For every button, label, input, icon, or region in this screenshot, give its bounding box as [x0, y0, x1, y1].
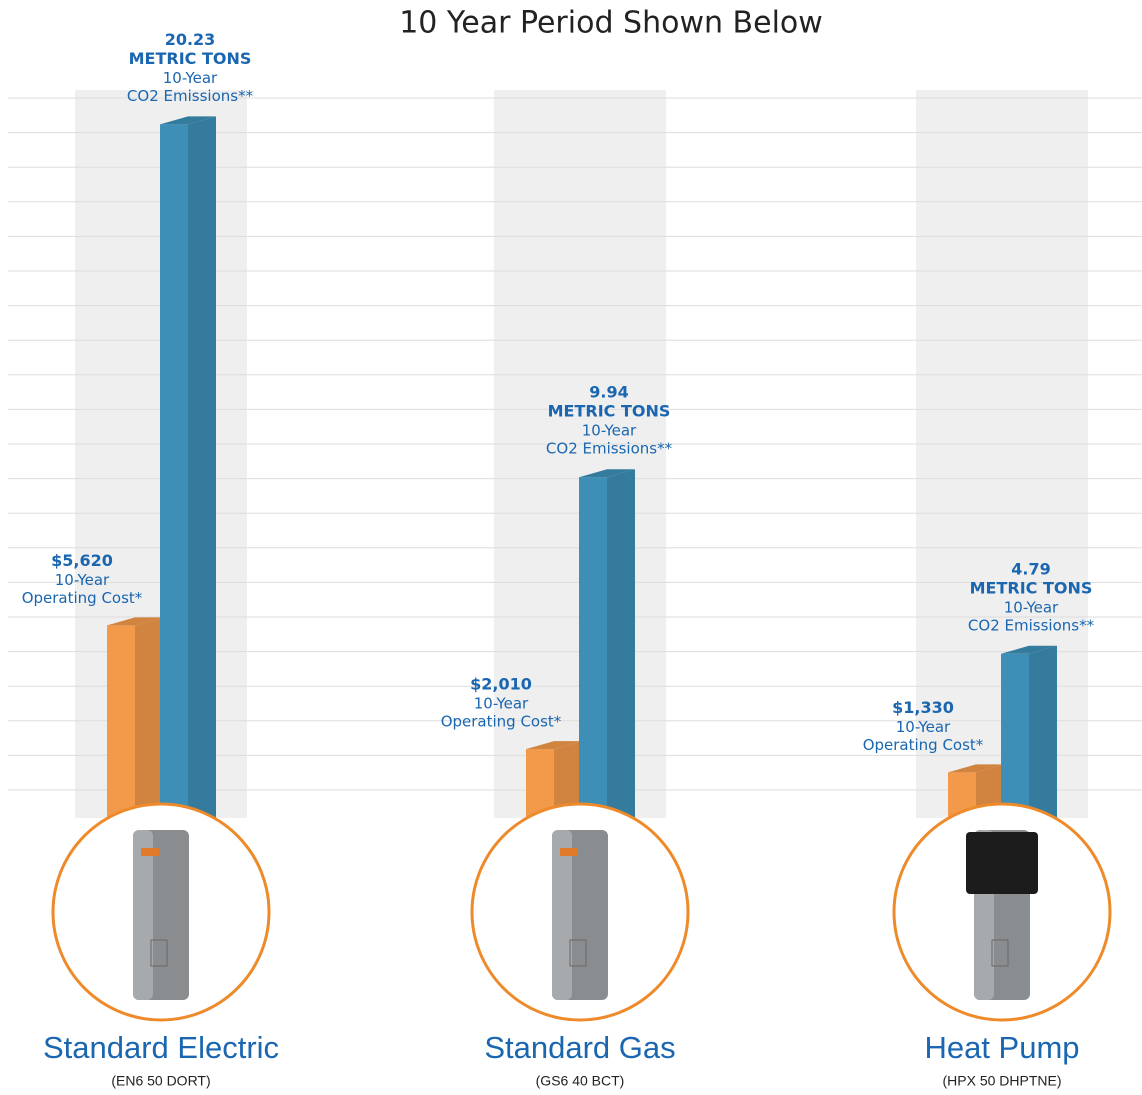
model-label: (GS6 40 BCT): [536, 1073, 625, 1089]
caption: Operating Cost*: [863, 736, 984, 754]
category-label: Heat Pump: [924, 1030, 1079, 1065]
category-label: Standard Gas: [484, 1030, 675, 1065]
bar-front: [1001, 653, 1029, 818]
bar: [160, 116, 216, 818]
bar-side: [607, 469, 635, 818]
value-label: 20.23: [165, 30, 216, 49]
bar-front: [579, 477, 607, 818]
heater-label: [560, 848, 578, 856]
value-label: $5,620: [51, 551, 113, 570]
bar-side: [135, 617, 163, 818]
model-label: (EN6 50 DORT): [111, 1073, 210, 1089]
caption: CO2 Emissions**: [127, 87, 254, 105]
heater-shade: [552, 830, 572, 1000]
bar: [107, 617, 163, 818]
caption: 10-Year: [1004, 598, 1059, 616]
unit: METRIC TONS: [548, 402, 671, 421]
caption: 10-Year: [163, 69, 218, 87]
bar-side: [554, 741, 582, 818]
caption: CO2 Emissions**: [546, 440, 673, 458]
bar-front: [107, 625, 135, 818]
value-label: 4.79: [1011, 559, 1050, 578]
chart-title: 10 Year Period Shown Below: [399, 6, 823, 41]
caption: Operating Cost*: [22, 589, 143, 607]
bar: [526, 741, 582, 818]
bar-side: [188, 116, 216, 818]
bar-side: [1029, 645, 1057, 818]
bar-top: [579, 469, 635, 478]
unit: METRIC TONS: [129, 49, 252, 68]
heater-panel: [991, 939, 1009, 967]
bar-top: [1001, 645, 1057, 654]
heater-shade: [133, 830, 153, 1000]
value-label: 9.94: [589, 383, 628, 402]
caption: 10-Year: [896, 718, 951, 736]
bar: [1001, 645, 1057, 818]
bar-top: [160, 116, 216, 125]
caption: CO2 Emissions**: [968, 616, 1095, 634]
bar-front: [526, 749, 554, 818]
category-label: Standard Electric: [43, 1030, 279, 1065]
bar-top: [948, 764, 1004, 773]
heater-top: [966, 832, 1038, 894]
bar-front: [160, 124, 188, 818]
bar-top: [107, 617, 163, 626]
bar: [579, 469, 635, 818]
caption: 10-Year: [55, 571, 110, 589]
value-label: $2,010: [470, 675, 532, 694]
heater-panel: [150, 939, 168, 967]
bar-top: [526, 741, 582, 750]
value-label: $1,330: [892, 698, 954, 717]
model-label: (HPX 50 DHPTNE): [942, 1073, 1061, 1089]
heater-panel: [569, 939, 587, 967]
caption: 10-Year: [474, 695, 529, 713]
heater-label: [141, 848, 159, 856]
unit: METRIC TONS: [970, 578, 1093, 597]
caption: 10-Year: [582, 422, 637, 440]
caption: Operating Cost*: [441, 713, 562, 731]
